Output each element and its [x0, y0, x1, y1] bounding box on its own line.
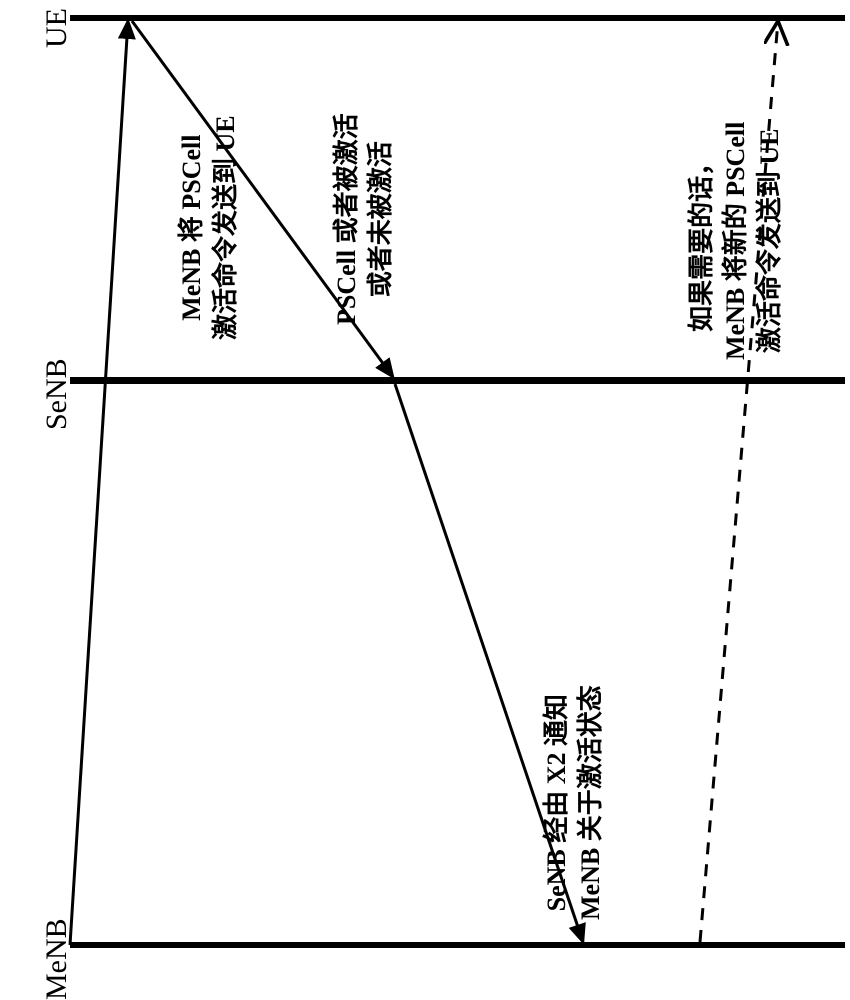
label-msg3-line1: SeNB 经由 X2 通知: [542, 694, 571, 911]
lifeline-menb: [70, 942, 845, 948]
label-msg3-line2: MeNB 关于激活状态: [576, 685, 605, 920]
node-label-menb: MeNB: [40, 918, 74, 1000]
label-msg2-line2: 或者未被激活: [366, 141, 395, 297]
label-msg2-line1: PSCell 或者被激活: [332, 113, 361, 325]
label-msg1-line1: MeNB 将 PSCell: [177, 135, 206, 321]
lifeline-senb: [70, 377, 845, 384]
label-msg2: PSCell 或者被激活 或者未被激活: [330, 113, 398, 325]
node-label-ue: UE: [40, 8, 74, 48]
label-msg4-line2: MeNB 将新的 PSCell: [721, 122, 750, 360]
label-msg4: 如果需要的话， MeNB 将新的 PSCell 激活命令发送到 UE: [685, 122, 786, 360]
label-msg4-line3: 激活命令发送到 UE: [755, 129, 784, 354]
label-msg1-line2: 激活命令发送到 UE: [211, 115, 240, 340]
label-msg4-line1: 如果需要的话，: [687, 150, 716, 332]
node-label-senb: SeNB: [40, 358, 74, 430]
arrow-msg1: [70, 21, 128, 945]
lifeline-ue: [70, 15, 845, 21]
label-msg1: MeNB 将 PSCell 激活命令发送到 UE: [175, 115, 243, 340]
label-msg3: SeNB 经由 X2 通知 MeNB 关于激活状态: [540, 685, 608, 920]
sequence-diagram: MeNB SeNB UE MeNB 将 PSCell 激活命令发送到 UE PS…: [0, 0, 850, 1000]
